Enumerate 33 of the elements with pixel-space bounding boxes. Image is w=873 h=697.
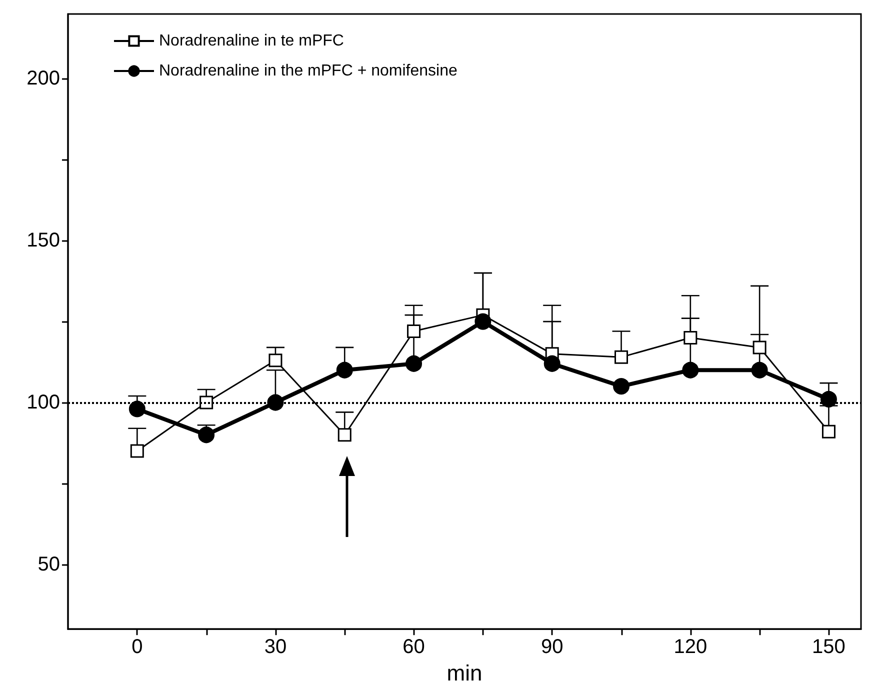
x-axis-title: min: [446, 660, 482, 686]
point: [751, 362, 768, 378]
point: [198, 426, 215, 444]
legend-label: Noradrenaline in the mPFC + nomifensine: [159, 62, 458, 80]
y-tick-label: 200: [26, 68, 60, 90]
point: [130, 444, 144, 458]
y-tick-label: 50: [38, 553, 60, 576]
point: [336, 362, 353, 378]
point: [407, 324, 421, 338]
legend-label: Noradrenaline in te mPFC: [159, 32, 344, 50]
point: [613, 378, 630, 395]
point: [338, 428, 352, 442]
point: [128, 400, 146, 418]
x-tick-label: 30: [264, 636, 287, 658]
point: [614, 350, 628, 364]
x-tick-label: 90: [540, 636, 564, 658]
point: [820, 391, 837, 408]
point: [544, 355, 560, 372]
point: [474, 313, 492, 330]
x-tick-label: 120: [674, 636, 708, 658]
x-tick-label: 150: [812, 636, 846, 658]
point: [752, 340, 766, 354]
x-tick-label: 60: [402, 636, 425, 658]
point: [406, 355, 422, 372]
point: [200, 396, 214, 410]
y-tick-label: 100: [26, 391, 60, 414]
point: [822, 424, 836, 438]
point: [268, 354, 282, 368]
point: [682, 362, 699, 378]
y-tick-label: 150: [26, 230, 60, 252]
x-tick-label: 0: [132, 636, 143, 658]
point: [684, 330, 698, 344]
point: [267, 394, 284, 411]
